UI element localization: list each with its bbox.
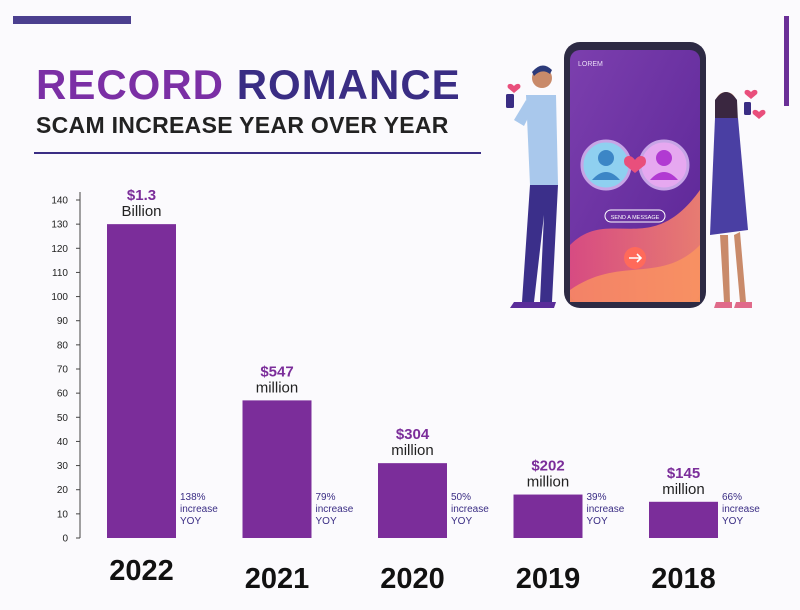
heart-icon bbox=[624, 155, 646, 173]
arrow-right-icon bbox=[629, 253, 643, 263]
x-category-label: 2020 bbox=[380, 563, 445, 595]
x-category-label: 2018 bbox=[651, 563, 716, 595]
y-tick-label: 100 bbox=[51, 292, 68, 303]
bar-value-amount: $202 bbox=[531, 458, 564, 475]
yoy-label-line: increase bbox=[180, 504, 218, 515]
bar-value-unit: million bbox=[662, 481, 705, 498]
yoy-label-line: 79% bbox=[316, 492, 336, 503]
dating-app-illustration: LOREM SEND A MESSAGE bbox=[506, 42, 766, 308]
title-word-record: RECORD bbox=[36, 61, 225, 108]
bar-value-unit: million bbox=[256, 379, 299, 396]
yoy-label-line: YOY bbox=[722, 516, 743, 527]
y-tick-label: 70 bbox=[57, 365, 69, 376]
yoy-label-line: YOY bbox=[587, 516, 608, 527]
send-message-button-label: SEND A MESSAGE bbox=[611, 215, 660, 221]
yoy-label-line: 66% bbox=[722, 492, 742, 503]
yoy-label-line: 50% bbox=[451, 492, 471, 503]
bar-value-unit: million bbox=[391, 442, 434, 459]
phone-header-text: LOREM bbox=[578, 61, 603, 68]
y-tick-label: 80 bbox=[57, 340, 69, 351]
bar bbox=[242, 400, 312, 538]
page-title: RECORD ROMANCE bbox=[36, 64, 461, 106]
title-word-romance: ROMANCE bbox=[236, 61, 461, 108]
yoy-label-line: 138% bbox=[180, 492, 206, 503]
bar-value-unit: million bbox=[527, 474, 570, 491]
bar-value-unit: Billion bbox=[121, 203, 161, 220]
y-tick-label: 0 bbox=[62, 534, 68, 545]
page-subtitle: SCAM INCREASE YEAR OVER YEAR bbox=[36, 112, 449, 138]
yoy-label-line: increase bbox=[316, 504, 354, 515]
y-tick-label: 60 bbox=[57, 389, 69, 400]
title-underline bbox=[34, 152, 481, 154]
bar-value-amount: $547 bbox=[260, 363, 293, 380]
yoy-label-line: increase bbox=[722, 504, 760, 515]
bar-value-amount: $304 bbox=[396, 426, 430, 443]
y-tick-label: 10 bbox=[57, 509, 69, 520]
yoy-label-line: YOY bbox=[451, 516, 472, 527]
y-tick-label: 30 bbox=[57, 461, 69, 472]
top-accent-bar bbox=[13, 16, 131, 24]
y-tick-label: 90 bbox=[57, 316, 69, 327]
bar-value-amount: $145 bbox=[667, 465, 700, 482]
woman-figure bbox=[710, 89, 766, 308]
y-tick-label: 140 bbox=[51, 196, 68, 207]
yoy-label-line: increase bbox=[451, 504, 489, 515]
y-tick-label: 120 bbox=[51, 244, 68, 255]
y-tick-label: 110 bbox=[52, 268, 68, 279]
bar bbox=[107, 224, 176, 538]
yoy-label-line: increase bbox=[587, 504, 625, 515]
bar bbox=[649, 501, 718, 538]
y-tick-label: 130 bbox=[51, 220, 68, 231]
x-category-label: 2022 bbox=[109, 555, 174, 587]
yoy-label-line: YOY bbox=[180, 516, 201, 527]
yoy-label-line: YOY bbox=[316, 516, 337, 527]
bar bbox=[513, 494, 583, 538]
bar bbox=[378, 463, 447, 538]
man-figure bbox=[506, 65, 558, 308]
y-tick-label: 40 bbox=[57, 437, 69, 448]
right-accent-bar bbox=[784, 16, 789, 106]
x-category-label: 2021 bbox=[245, 563, 310, 595]
bar-value-amount: $1.3 bbox=[127, 187, 156, 204]
y-tick-label: 50 bbox=[57, 413, 69, 424]
yoy-label-line: 39% bbox=[587, 492, 607, 503]
y-tick-label: 20 bbox=[57, 485, 69, 496]
x-category-label: 2019 bbox=[516, 563, 581, 595]
phone: LOREM SEND A MESSAGE bbox=[564, 42, 706, 308]
